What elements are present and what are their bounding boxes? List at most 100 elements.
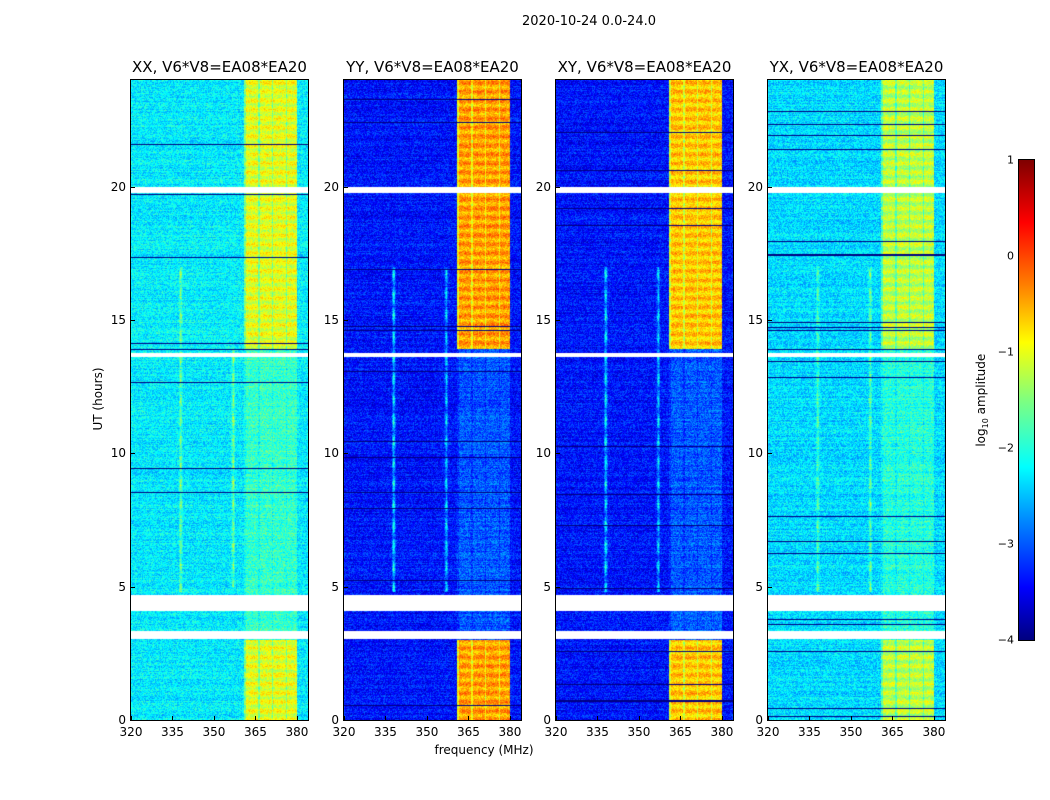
x-tick-mark — [721, 716, 723, 720]
y-tick-label: 0 — [118, 713, 126, 727]
x-tick-mark — [809, 716, 811, 720]
y-tick-label: 15 — [323, 313, 339, 327]
x-tick-label: 320 — [332, 725, 356, 739]
y-tick-mark — [768, 186, 772, 188]
y-tick-label: 10 — [110, 446, 126, 461]
y-tick-mark — [556, 186, 560, 188]
y-tick-label: 0 — [755, 713, 763, 727]
y-tick-label: 20 — [747, 179, 763, 194]
y-tick-label: 20 — [110, 179, 126, 194]
x-tick-mark — [296, 716, 298, 720]
y-tick-mark — [556, 586, 560, 588]
y-axis-label: UT (hours) — [91, 367, 105, 431]
x-axis-label: frequency (MHz) — [434, 743, 534, 757]
figure-title: 2020-10-24 0.0-24.0 — [522, 14, 656, 29]
x-tick-label: 335 — [374, 725, 397, 739]
y-tick-label: 10 — [323, 446, 339, 461]
x-tick-label: 320 — [756, 725, 780, 739]
x-tick-label: 380 — [498, 725, 522, 739]
x-tick-mark — [213, 716, 215, 720]
x-tick-mark — [680, 716, 682, 720]
x-tick-label: 335 — [798, 725, 821, 739]
y-tick-mark — [131, 320, 135, 321]
y-tick-label: 10 — [535, 446, 551, 461]
y-tick-label: 5 — [543, 579, 551, 594]
x-tick-label: 350 — [627, 725, 651, 739]
x-tick-label: 380 — [922, 725, 946, 739]
x-tick-label: 380 — [285, 725, 309, 739]
y-tick-mark — [344, 720, 348, 721]
x-tick-mark — [385, 716, 387, 720]
x-tick-label: 335 — [586, 725, 609, 739]
y-tick-mark — [556, 453, 560, 455]
x-tick-mark — [131, 716, 132, 720]
y-tick-label: 0 — [543, 713, 551, 727]
heatmap-image — [768, 80, 945, 720]
colorbar-tick-label: 1 — [1007, 153, 1014, 167]
panel-title: XY, V6*V8=EA08*EA20 — [557, 58, 732, 76]
x-tick-mark — [933, 716, 935, 720]
colorbar — [1018, 159, 1035, 641]
y-tick-mark — [768, 453, 772, 455]
x-tick-label: 350 — [202, 725, 226, 739]
y-tick-mark — [131, 186, 135, 188]
y-tick-mark — [344, 586, 348, 588]
x-tick-mark — [850, 716, 852, 720]
heatmap-image — [556, 80, 733, 720]
x-tick-label: 320 — [544, 725, 568, 739]
y-tick-mark — [131, 720, 135, 721]
y-tick-mark — [768, 320, 772, 321]
x-tick-mark — [638, 716, 640, 720]
colorbar-tick-label: −2 — [997, 441, 1014, 455]
colorbar-tick-label: −4 — [997, 633, 1014, 647]
y-tick-label: 5 — [331, 579, 339, 594]
y-tick-mark — [344, 186, 348, 188]
y-tick-mark — [768, 586, 772, 588]
x-tick-mark — [892, 716, 894, 720]
x-tick-label: 350 — [415, 725, 439, 739]
y-tick-mark — [131, 453, 135, 455]
x-tick-label: 335 — [161, 725, 184, 739]
spectrogram-panel-yy: YY, V6*V8=EA08*EA20 0 5 10 15 20 320 335 350 365 3… — [324, 58, 522, 739]
x-tick-label: 365 — [457, 725, 480, 739]
spectrogram-panel-xy: XY, V6*V8=EA08*EA20 0 5 10 15 20 320 335 350 365 3… — [536, 58, 734, 739]
colorbar-label: log10 amplitude — [973, 353, 991, 447]
y-tick-mark — [344, 453, 348, 455]
x-tick-label: 365 — [669, 725, 692, 739]
x-tick-mark — [597, 716, 599, 720]
x-tick-mark — [255, 716, 257, 720]
y-tick-mark — [556, 320, 560, 321]
y-tick-label: 15 — [535, 313, 551, 327]
y-tick-label: 15 — [110, 313, 126, 327]
spectrogram-panel-yx: YX, V6*V8=EA08*EA20 0 5 10 15 20 320 335 350 365 3… — [748, 58, 946, 739]
panel-title: YY, V6*V8=EA08*EA20 — [346, 58, 519, 76]
y-tick-label: 0 — [331, 713, 339, 727]
colorbar-tick-label: 0 — [1007, 249, 1014, 263]
x-tick-mark — [172, 716, 174, 720]
x-tick-mark — [556, 716, 557, 720]
x-tick-label: 380 — [710, 725, 734, 739]
x-tick-label: 350 — [839, 725, 863, 739]
colorbar-tick-label: −1 — [997, 345, 1014, 359]
panel-title: YX, V6*V8=EA08*EA20 — [769, 58, 944, 76]
y-tick-label: 5 — [118, 579, 126, 594]
x-tick-mark — [468, 716, 470, 720]
x-tick-mark — [426, 716, 428, 720]
x-tick-label: 320 — [119, 725, 143, 739]
y-tick-mark — [344, 320, 348, 321]
y-tick-mark — [556, 720, 560, 721]
y-tick-label: 5 — [755, 579, 763, 594]
colorbar-tick-label: −3 — [997, 537, 1014, 551]
x-tick-mark — [344, 716, 345, 720]
y-tick-mark — [768, 720, 772, 721]
y-tick-label: 20 — [323, 179, 339, 194]
panel-title: XX, V6*V8=EA08*EA20 — [132, 58, 307, 76]
heatmap-image — [344, 80, 521, 720]
heatmap-image — [131, 80, 308, 720]
x-tick-label: 365 — [881, 725, 904, 739]
x-tick-mark — [509, 716, 511, 720]
x-tick-label: 365 — [244, 725, 267, 739]
y-tick-label: 15 — [747, 313, 763, 327]
y-tick-label: 10 — [747, 446, 763, 461]
